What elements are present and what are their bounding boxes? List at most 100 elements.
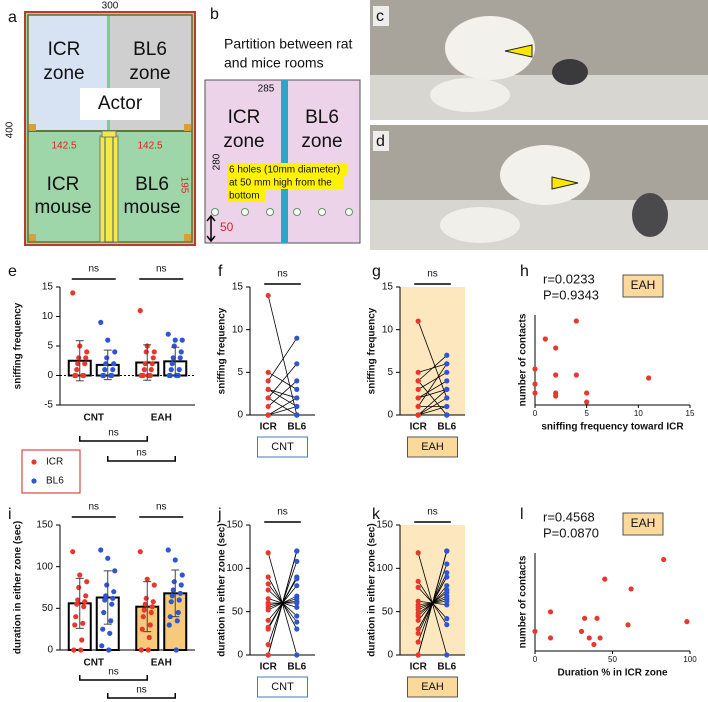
data-point — [265, 642, 271, 648]
zone-label: zone — [43, 63, 84, 84]
data-point — [112, 349, 118, 355]
data-point — [532, 628, 538, 635]
data-point — [415, 584, 421, 591]
holes — [211, 208, 353, 216]
data-point — [98, 319, 104, 325]
x-tick-label: CNT — [83, 658, 104, 669]
y-tick-label: 15 — [232, 282, 244, 293]
data-point — [101, 609, 107, 616]
pair-line — [267, 550, 298, 656]
data-point — [532, 381, 538, 387]
panel-label: l — [520, 506, 524, 523]
y-tick-label: 0 — [237, 410, 243, 421]
data-point — [171, 343, 177, 349]
data-point — [542, 336, 548, 342]
data-point — [294, 378, 300, 384]
x-tick-label: 0 — [533, 655, 538, 664]
data-point — [70, 549, 76, 555]
data-point — [532, 390, 538, 396]
legend-marker — [31, 459, 37, 465]
data-point — [148, 367, 154, 373]
tag-box — [622, 274, 664, 298]
data-point — [109, 601, 115, 607]
panel-label: a — [8, 9, 17, 26]
x-tick-label: 0 — [533, 409, 538, 418]
pair-line — [267, 337, 298, 382]
statistic: r=0.0233 — [543, 271, 595, 286]
note-highlight — [227, 176, 344, 189]
note: 6 holes (10mm diameter) — [229, 165, 340, 176]
data-point — [415, 318, 421, 324]
significance: ns — [156, 264, 167, 275]
label-box — [373, 6, 389, 26]
data-point — [71, 647, 77, 653]
x-tick-label: 5 — [584, 409, 589, 418]
data-point — [415, 639, 421, 645]
comparison-bracket — [79, 675, 148, 681]
data-point — [170, 587, 176, 593]
group-box — [257, 676, 308, 698]
data-point — [547, 609, 554, 615]
panel-label: i — [8, 506, 12, 523]
pair-line — [417, 371, 448, 390]
data-point — [602, 576, 608, 582]
zone-divider — [107, 15, 110, 130]
mouse-divider — [99, 135, 119, 243]
legend-box — [21, 449, 81, 494]
panel-a-diagram: a 300 400 ICR zone BL6 zone Actor 142.5 … — [5, 1, 196, 246]
pair-line — [267, 363, 298, 399]
data-point — [169, 361, 175, 367]
divider-cap — [101, 130, 117, 138]
data-point — [75, 597, 81, 603]
data-point — [166, 622, 172, 628]
x-tick-label: 15 — [686, 409, 695, 418]
data-point — [597, 635, 603, 641]
data-point — [172, 337, 178, 343]
corner — [29, 124, 36, 131]
data-point — [79, 637, 85, 643]
statistic: P=0.9343 — [543, 287, 599, 302]
significance: ns — [277, 269, 288, 280]
data-point — [415, 630, 421, 636]
data-point — [444, 652, 450, 658]
data-point — [112, 568, 118, 574]
pair-line — [267, 397, 298, 416]
pair-line — [267, 295, 298, 416]
data-point — [265, 617, 271, 623]
data-point — [151, 349, 157, 355]
panel-title: Partition between rat — [224, 36, 353, 52]
data-point — [294, 403, 300, 410]
panel-d-photo: d — [370, 125, 708, 250]
data-point — [294, 613, 300, 619]
data-point — [444, 403, 450, 410]
label-box — [373, 131, 389, 151]
y-tick-label: 0 — [47, 645, 53, 656]
data-point — [80, 620, 86, 626]
data-point — [170, 355, 176, 361]
data-point — [138, 372, 144, 379]
data-point — [661, 556, 667, 563]
data-point — [75, 361, 81, 367]
mouse — [632, 193, 668, 237]
data-point — [444, 378, 450, 384]
y-axis-label: sniffing frequency — [367, 307, 378, 394]
data-point — [102, 597, 108, 603]
data-point — [103, 361, 109, 367]
legend-label: ICR — [46, 457, 63, 468]
data-point — [179, 337, 185, 343]
tag-box — [622, 512, 664, 536]
data-point — [107, 630, 113, 636]
data-point — [444, 622, 450, 628]
pair-line — [268, 406, 297, 416]
y-axis-label: number of contacts — [518, 555, 529, 648]
corner — [29, 234, 36, 241]
data-point — [173, 647, 179, 653]
data-point — [294, 412, 300, 418]
plot-background — [400, 525, 465, 655]
significance: ns — [136, 448, 147, 459]
data-point — [104, 582, 110, 588]
pair-line — [418, 389, 447, 399]
data-point — [265, 550, 271, 556]
data-point — [150, 355, 156, 361]
